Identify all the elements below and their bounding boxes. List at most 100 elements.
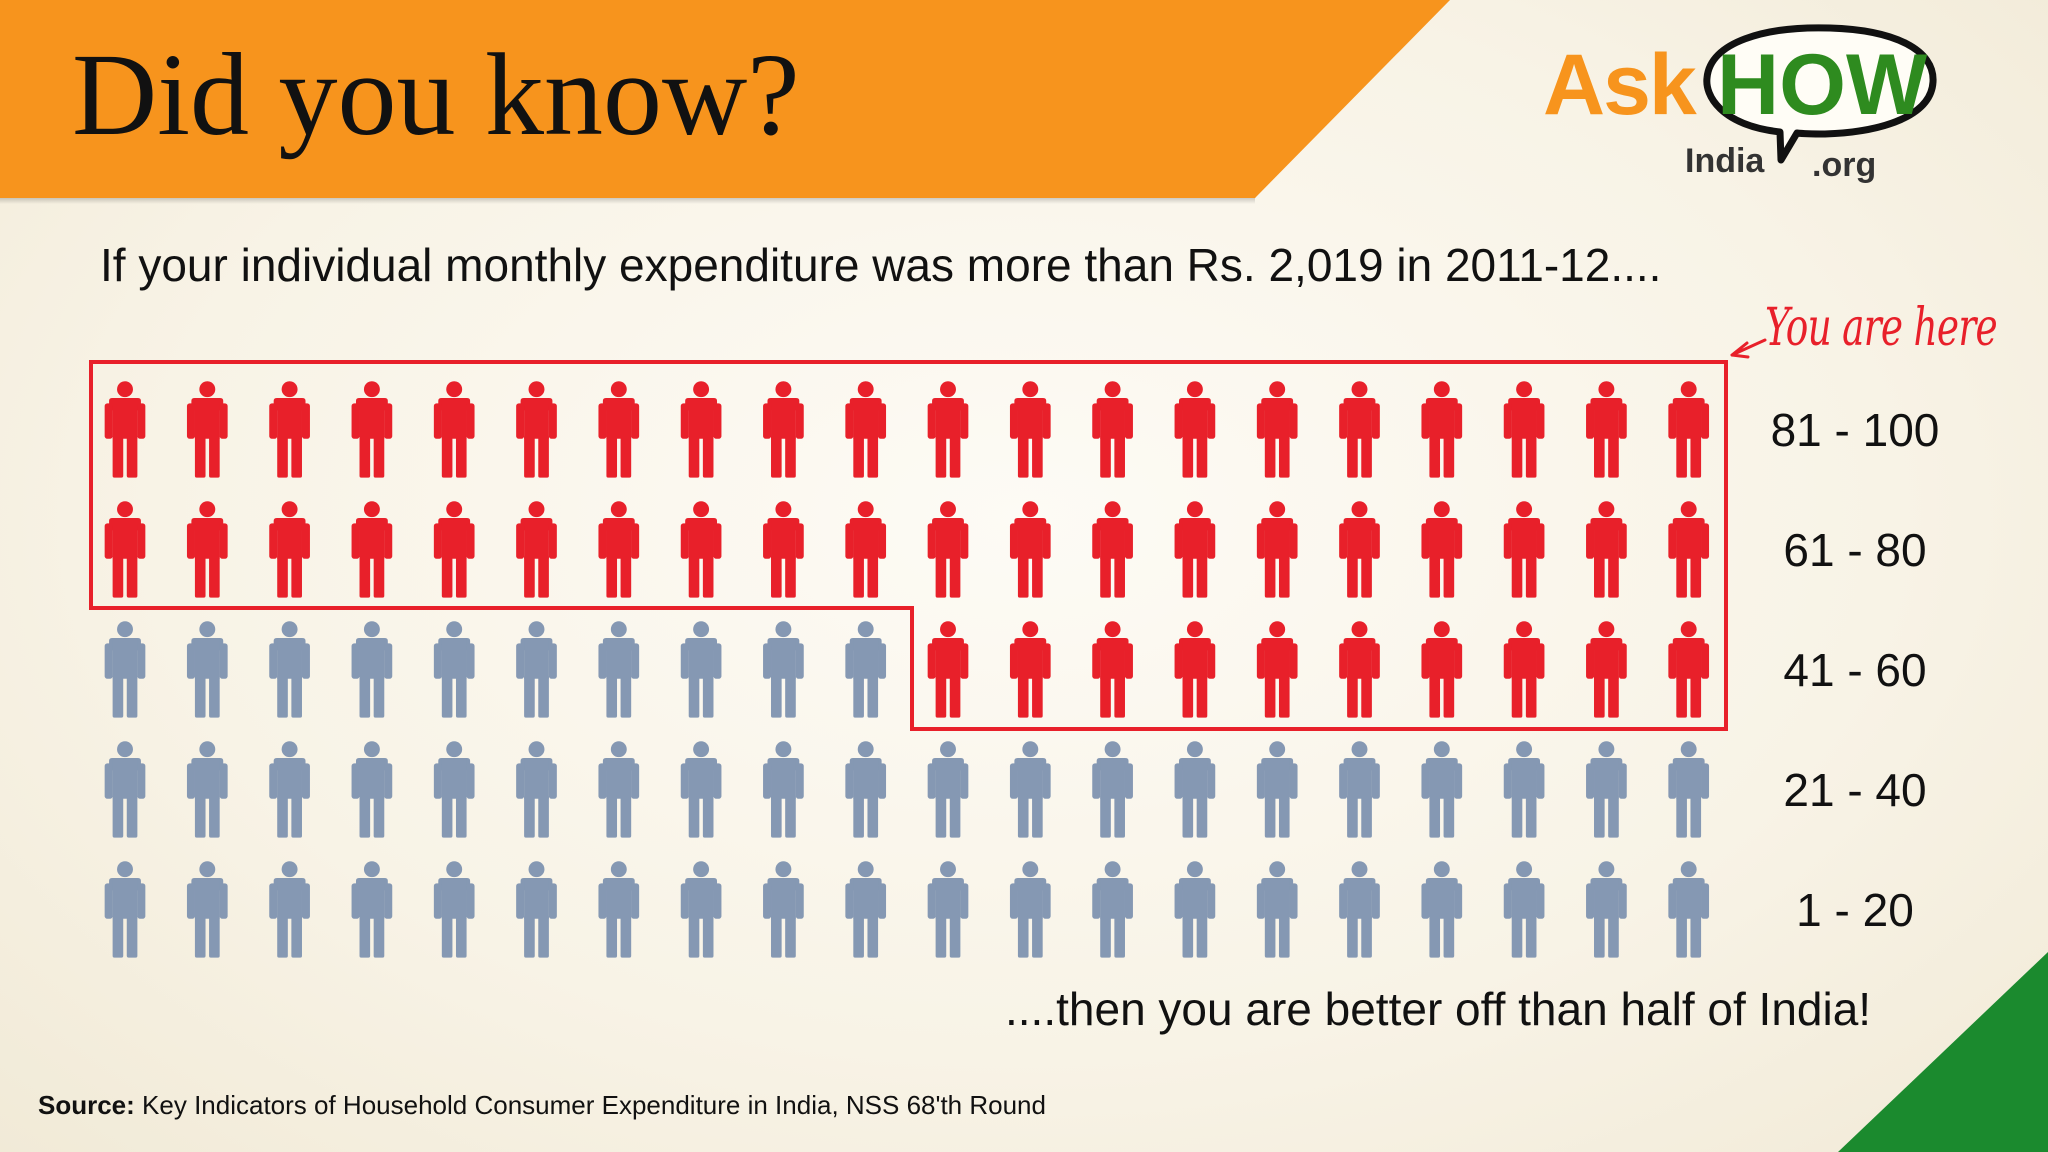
person-icon (763, 741, 804, 838)
person-icon (1586, 381, 1627, 478)
page-title: Did you know? (72, 29, 800, 160)
person-icon (598, 381, 640, 478)
person-icon (1092, 741, 1133, 838)
askhow-india-logo[interactable]: Ask HOW India .org (1535, 20, 1955, 195)
source-note: Source: Key Indicators of Household Cons… (38, 1090, 1046, 1121)
person-icon (1009, 381, 1051, 478)
banner-shadow (0, 198, 1255, 204)
person-icon (1586, 501, 1627, 598)
person-icon (269, 621, 310, 718)
person-icon (516, 861, 557, 958)
person-icon (186, 861, 228, 958)
person-icon (1339, 501, 1380, 598)
person-icon (186, 741, 228, 838)
person-icon (763, 501, 804, 598)
person-icon (598, 501, 640, 598)
person-icon (1503, 621, 1545, 718)
top-half-highlight-outline (89, 360, 1728, 731)
person-icon (433, 861, 475, 958)
person-icon (351, 381, 393, 478)
person-icon (1586, 741, 1627, 838)
speech-bubble-icon (1703, 24, 1937, 164)
person-icon (1339, 621, 1380, 718)
person-icon (1503, 381, 1545, 478)
person-icon (516, 621, 557, 718)
person-icon (104, 861, 146, 958)
person-icon (1174, 381, 1216, 478)
person-icon (598, 621, 640, 718)
logo-org-text: .org (1812, 146, 1877, 184)
person-icon (269, 861, 310, 958)
person-icon (351, 501, 393, 598)
person-icon (186, 621, 228, 718)
person-icon (269, 381, 310, 478)
person-icon (1503, 861, 1545, 958)
person-icon (1256, 381, 1298, 478)
person-icon (598, 861, 640, 958)
person-icon (433, 741, 475, 838)
person-icon (845, 621, 887, 718)
intro-text: If your individual monthly expenditure w… (100, 239, 1662, 291)
person-icon (104, 381, 146, 478)
person-icon (186, 381, 228, 478)
person-icon (763, 381, 804, 478)
person-icon (680, 861, 722, 958)
logo-how-text: HOW (1717, 37, 1928, 133)
person-icon (1421, 741, 1463, 838)
person-icon (433, 621, 475, 718)
person-icon (1421, 501, 1463, 598)
person-icon (433, 381, 475, 478)
person-icon (1092, 861, 1133, 958)
person-icon (516, 381, 557, 478)
person-icon (1339, 861, 1380, 958)
person-icon (1009, 501, 1051, 598)
person-icon (1092, 381, 1133, 478)
person-icon (433, 501, 475, 598)
person-icon (1009, 621, 1051, 718)
person-icon (1256, 501, 1298, 598)
row-label-21-40: 21 - 40 (1783, 764, 1927, 816)
person-icon (1009, 741, 1051, 838)
person-icon (1421, 381, 1463, 478)
row-label-1-20: 1 - 20 (1796, 884, 1914, 936)
person-icon (927, 381, 969, 478)
person-icon (1503, 741, 1545, 838)
person-icon (1339, 381, 1380, 478)
person-icon (1174, 741, 1216, 838)
person-icon (351, 621, 393, 718)
logo-india-text: India (1685, 142, 1765, 180)
source-label: Source: (38, 1090, 135, 1120)
person-icon (351, 861, 393, 958)
person-icon (680, 381, 722, 478)
person-icon (845, 501, 887, 598)
person-icon (927, 621, 969, 718)
person-icon (1256, 621, 1298, 718)
person-icon (680, 621, 722, 718)
person-icon (269, 741, 310, 838)
person-icon (104, 741, 146, 838)
person-icon (845, 861, 887, 958)
person-icon (1421, 621, 1463, 718)
person-icon (1092, 501, 1133, 598)
person-icon (1339, 741, 1380, 838)
person-icon (927, 741, 969, 838)
person-icon (1092, 621, 1133, 718)
person-icon (680, 501, 722, 598)
person-icon (516, 501, 557, 598)
person-icon (763, 621, 804, 718)
person-icon (1009, 861, 1051, 958)
person-icon (269, 501, 310, 598)
conclusion-text: ....then you are better off than half of… (1005, 983, 1872, 1035)
person-icon (1174, 861, 1216, 958)
person-icon (1586, 621, 1627, 718)
person-icon (927, 861, 969, 958)
person-icon (104, 501, 146, 598)
person-icon (1256, 741, 1298, 838)
person-icon (1668, 501, 1710, 598)
person-icon (1586, 861, 1627, 958)
row-label-41-60: 41 - 60 (1783, 644, 1927, 696)
you-are-here-callout: You are here (1765, 298, 1998, 358)
person-icon (1668, 741, 1710, 838)
title-banner (0, 0, 1450, 198)
